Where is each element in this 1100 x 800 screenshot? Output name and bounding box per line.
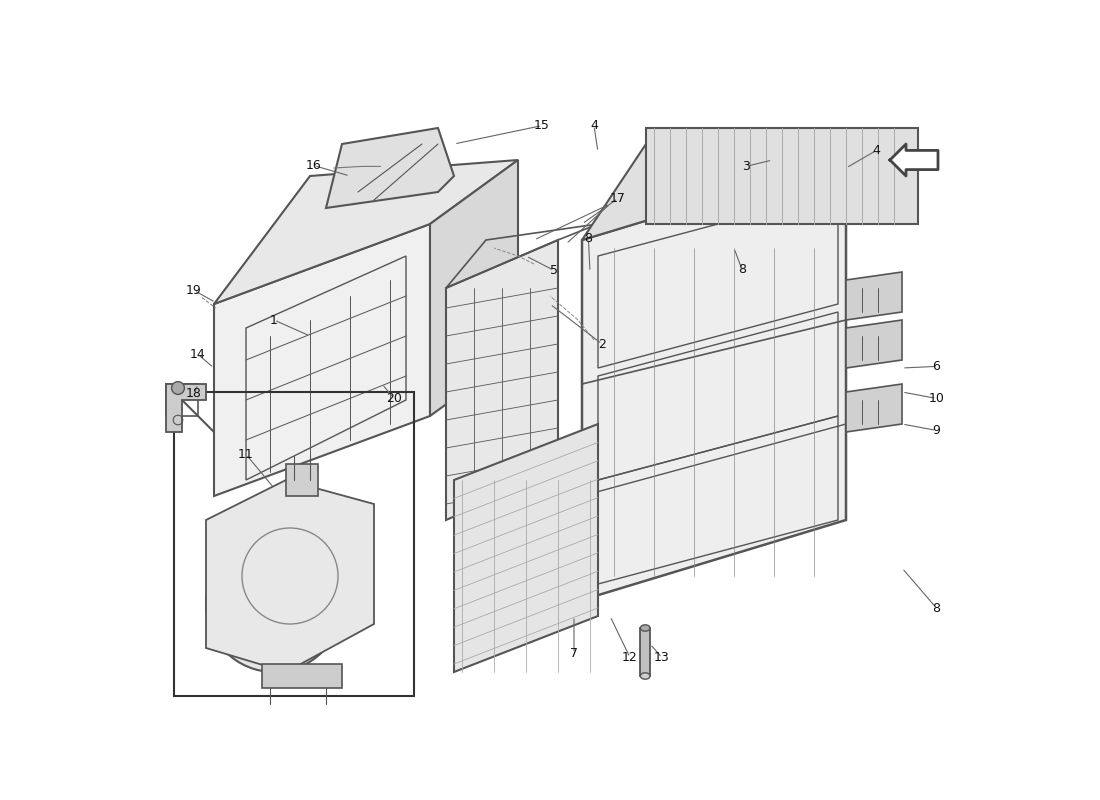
Ellipse shape bbox=[640, 625, 650, 631]
Bar bbox=[174, 392, 414, 696]
Text: 15: 15 bbox=[535, 119, 550, 132]
Text: 11: 11 bbox=[238, 448, 254, 461]
Polygon shape bbox=[646, 128, 918, 224]
Polygon shape bbox=[430, 160, 518, 416]
Text: 20: 20 bbox=[386, 392, 402, 405]
Text: 4: 4 bbox=[590, 119, 598, 132]
Text: 2: 2 bbox=[598, 338, 606, 350]
Circle shape bbox=[206, 536, 342, 672]
Polygon shape bbox=[846, 384, 902, 432]
Polygon shape bbox=[214, 224, 430, 496]
Polygon shape bbox=[640, 628, 650, 676]
Text: 8: 8 bbox=[933, 602, 940, 614]
Polygon shape bbox=[326, 128, 454, 208]
Polygon shape bbox=[890, 144, 938, 176]
Polygon shape bbox=[582, 160, 846, 600]
Text: 8: 8 bbox=[738, 263, 746, 276]
Polygon shape bbox=[262, 664, 342, 688]
Text: 4: 4 bbox=[872, 144, 880, 157]
Text: 7: 7 bbox=[570, 647, 578, 660]
Ellipse shape bbox=[640, 673, 650, 679]
Polygon shape bbox=[214, 160, 518, 304]
Text: 14: 14 bbox=[190, 348, 206, 361]
Text: 6: 6 bbox=[933, 360, 940, 373]
Circle shape bbox=[250, 580, 298, 628]
Bar bbox=[166, 384, 198, 416]
Circle shape bbox=[367, 150, 396, 178]
Polygon shape bbox=[206, 480, 374, 672]
Text: 18: 18 bbox=[186, 387, 202, 400]
Polygon shape bbox=[846, 272, 902, 320]
Text: 19: 19 bbox=[186, 284, 202, 297]
Bar bbox=[746, 136, 770, 172]
Polygon shape bbox=[446, 240, 558, 520]
Text: 8: 8 bbox=[584, 232, 593, 245]
Text: 17: 17 bbox=[610, 192, 626, 205]
Polygon shape bbox=[454, 424, 598, 672]
Text: 13: 13 bbox=[654, 651, 670, 664]
Polygon shape bbox=[846, 320, 902, 368]
Circle shape bbox=[172, 382, 185, 394]
Text: 9: 9 bbox=[933, 424, 940, 437]
Text: 5: 5 bbox=[550, 264, 558, 277]
Bar bbox=[286, 464, 318, 496]
Polygon shape bbox=[166, 384, 206, 432]
Text: 3: 3 bbox=[742, 160, 750, 173]
Text: 12: 12 bbox=[623, 651, 638, 664]
Polygon shape bbox=[582, 144, 910, 240]
Text: 1: 1 bbox=[271, 314, 278, 326]
Text: 10: 10 bbox=[928, 392, 944, 405]
Text: 16: 16 bbox=[306, 159, 322, 172]
